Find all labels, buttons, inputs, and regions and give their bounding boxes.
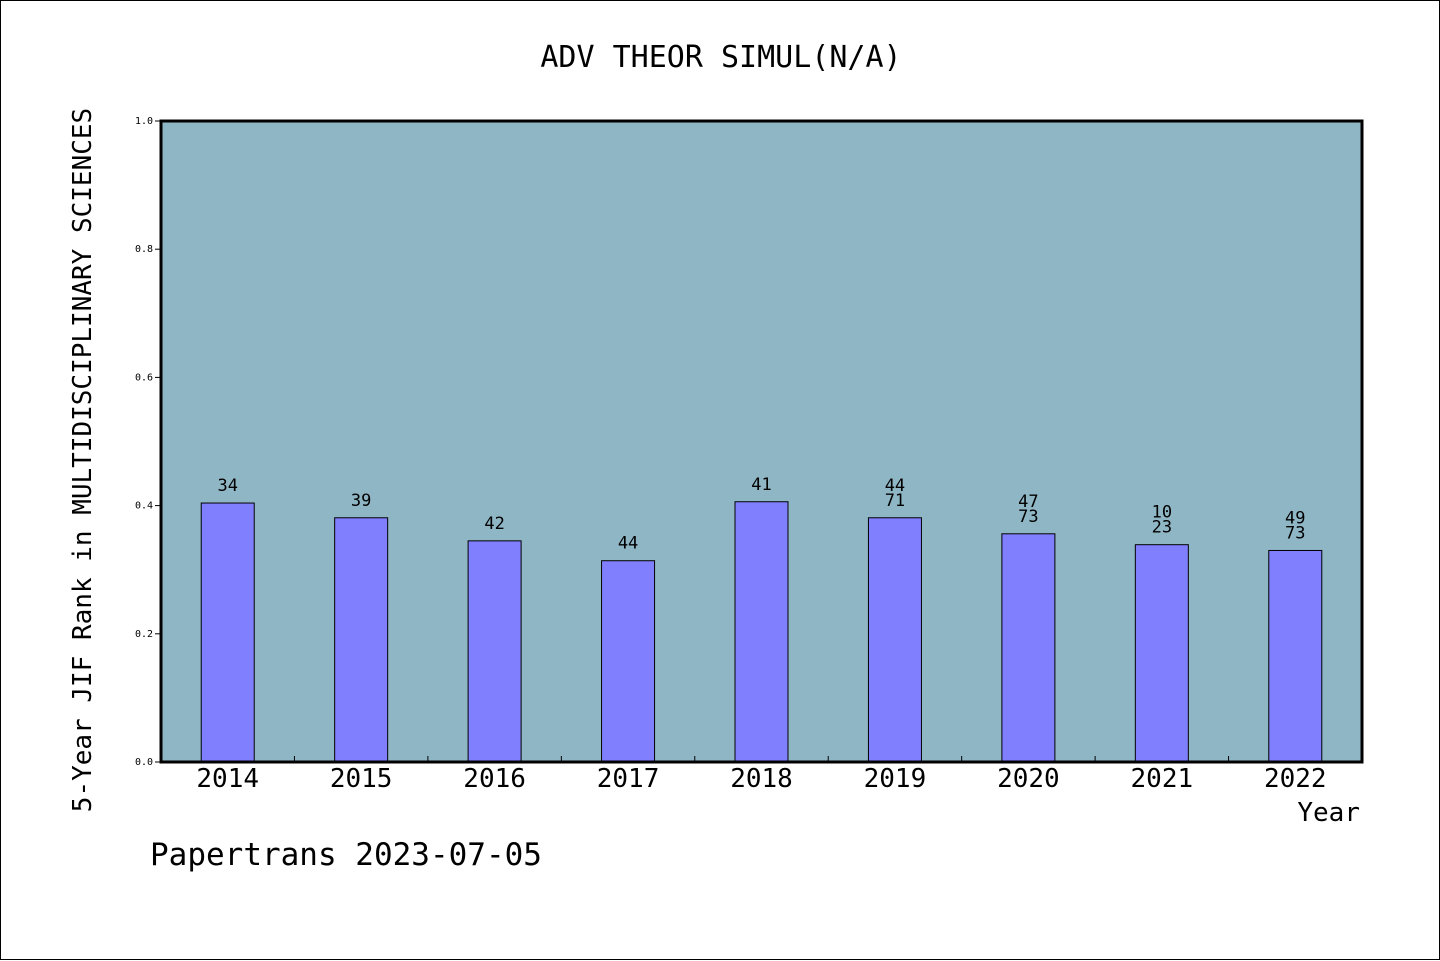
x-tick-label: 2020: [997, 764, 1060, 794]
x-axis-label: Year: [1297, 798, 1360, 828]
y-tick-label: 0.6: [135, 372, 153, 383]
x-tick-label: 2016: [463, 764, 526, 794]
bar-data-label: 73: [1018, 507, 1038, 527]
x-tick-label: 2021: [1131, 764, 1194, 794]
bar: [1268, 549, 1323, 763]
x-tick-label: 2019: [864, 764, 927, 794]
x-tick-label: 2022: [1264, 764, 1327, 794]
bar-data-label: 41: [751, 475, 771, 495]
bar-data-label: 71: [885, 491, 905, 511]
footer-text: Papertrans 2023-07-05: [150, 837, 542, 873]
y-tick-label: 1.0: [135, 116, 153, 127]
y-tick-label: 0.8: [135, 244, 153, 255]
bar: [1134, 544, 1189, 763]
bar-data-label: 73: [1285, 523, 1305, 543]
bar: [467, 540, 522, 763]
bar: [1001, 533, 1056, 763]
x-tick-label: 2018: [730, 764, 793, 794]
bar: [601, 560, 656, 763]
y-tick-label: 0.4: [135, 501, 153, 512]
bar-data-label: 23: [1152, 518, 1172, 538]
bar-data-label: 44: [885, 476, 905, 496]
bar-data-label: 44: [618, 534, 638, 554]
bar: [734, 501, 789, 763]
x-axis: 2014 2015 2016 2017 2018 2019 2020 2021 2022: [196, 756, 1327, 794]
bar: [200, 502, 255, 763]
bar-data-label: 49: [1285, 508, 1305, 528]
x-tick-label: 2017: [597, 764, 660, 794]
bar-data-label: 39: [351, 491, 371, 511]
bar-data-label: 42: [484, 514, 504, 534]
x-tick-label: 2015: [330, 764, 393, 794]
y-axis: 0.0 0.2 0.4 0.6 0.8 1.0: [135, 116, 161, 768]
bar-data-label: 47: [1018, 492, 1038, 512]
bar-data-label: 10: [1152, 503, 1172, 523]
chart-title: ADV THEOR SIMUL(N/A): [540, 40, 901, 75]
y-tick-label: 0.0: [135, 757, 153, 768]
x-tick-label: 2014: [196, 764, 259, 794]
y-axis-label: 5-Year JIF Rank in MULTIDISCIPLINARY SCI…: [68, 108, 98, 812]
bar-data-label: 34: [217, 476, 237, 496]
plot-border: [159, 119, 1364, 764]
y-tick-label: 0.2: [135, 629, 153, 640]
bar: [867, 517, 922, 763]
bar: [334, 517, 389, 763]
